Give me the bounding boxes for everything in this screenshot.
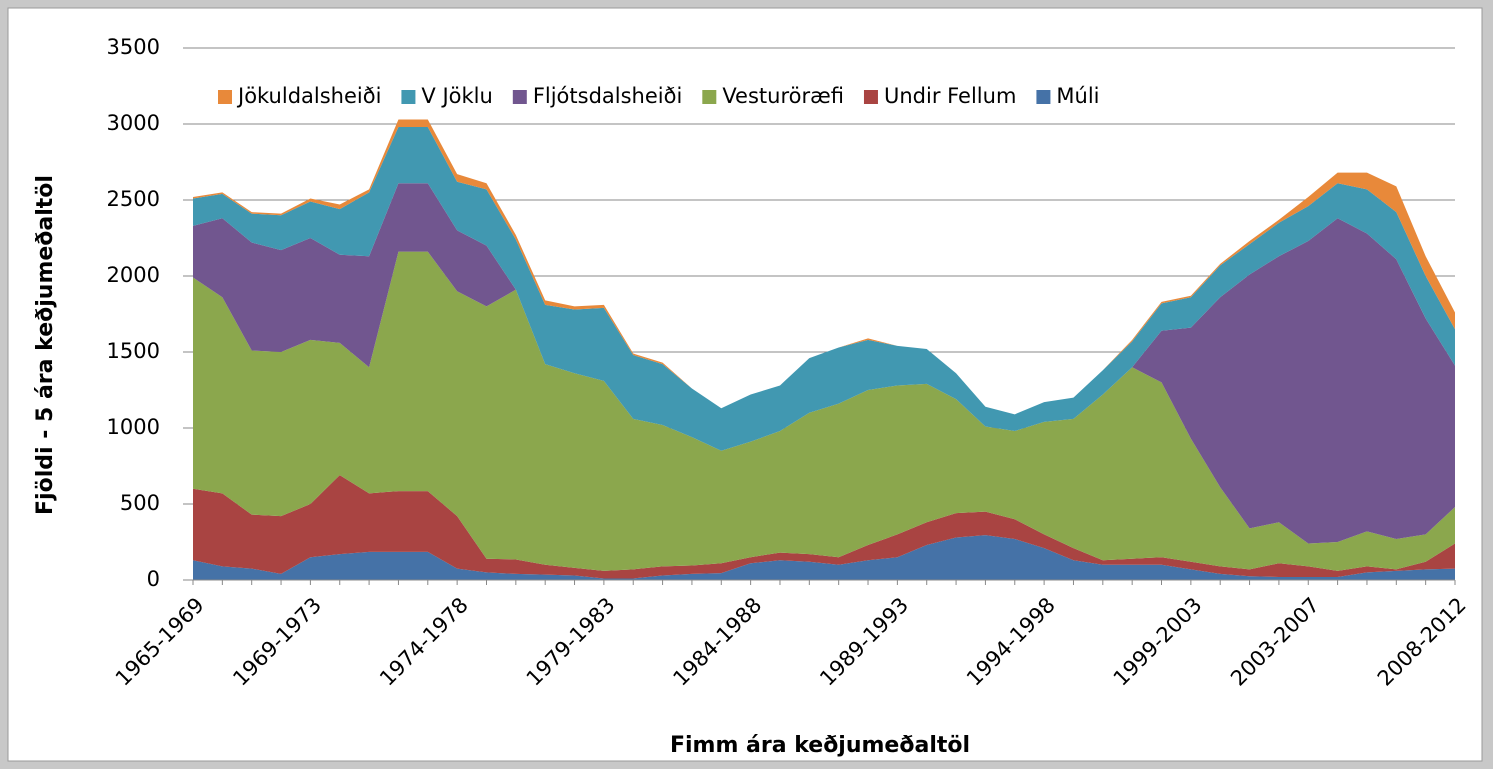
legend-swatch bbox=[702, 90, 717, 104]
area bbox=[193, 475, 1455, 579]
y-tick-label: 3500 bbox=[107, 35, 160, 59]
legend-label: Múli bbox=[1056, 84, 1099, 108]
legend-label: Jökuldalsheiði bbox=[236, 84, 381, 108]
legend-swatch bbox=[512, 90, 527, 104]
legend-swatch bbox=[401, 90, 416, 104]
legend-label: Vesturöræfi bbox=[722, 84, 844, 108]
y-tick-label: 1500 bbox=[107, 339, 160, 363]
area bbox=[193, 535, 1455, 580]
y-tick-label: 3000 bbox=[107, 111, 160, 135]
y-tick-label: 2500 bbox=[107, 187, 160, 211]
area bbox=[193, 127, 1455, 451]
y-axis-title: Fjöldi - 5 ára keðjumeðaltöl bbox=[33, 175, 58, 515]
y-tick-label: 2000 bbox=[107, 263, 160, 287]
area bbox=[193, 251, 1455, 571]
legend-label: Fljótsdalsheiði bbox=[533, 84, 683, 108]
legend-swatch bbox=[863, 90, 878, 104]
y-tick-label: 500 bbox=[120, 491, 160, 515]
x-axis-title: Fimm ára keðjumeðaltöl bbox=[670, 733, 970, 758]
legend-label: Undir Fellum bbox=[884, 84, 1016, 108]
legend-swatch bbox=[218, 90, 232, 104]
y-tick-label: 0 bbox=[147, 567, 160, 591]
area bbox=[193, 183, 1455, 544]
legend-label: V Jöklu bbox=[421, 84, 492, 108]
legend-swatch bbox=[1036, 90, 1051, 104]
y-tick-label: 1000 bbox=[107, 415, 160, 439]
